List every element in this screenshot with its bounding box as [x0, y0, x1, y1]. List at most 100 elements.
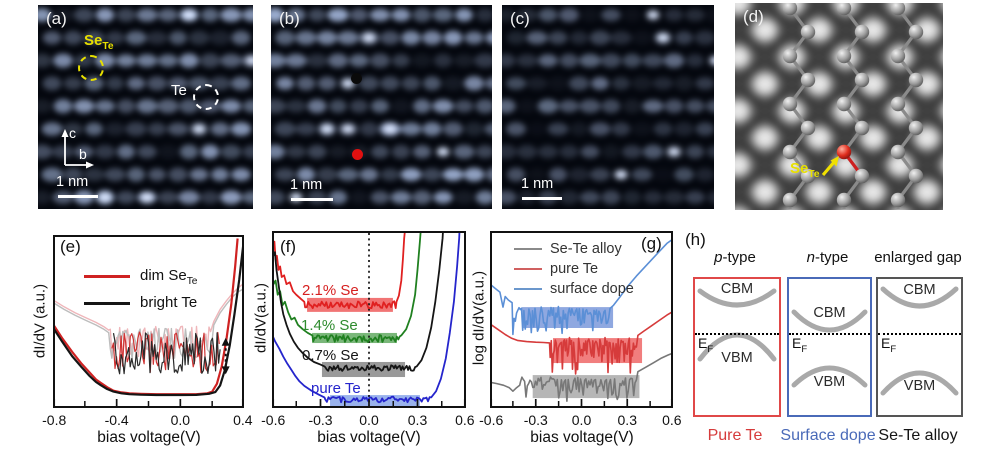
te-atom — [908, 168, 924, 184]
x-tick-label: 0.0 — [571, 412, 592, 428]
x-tick-label: -0.6 — [479, 412, 504, 428]
stm-blobs-b — [271, 5, 492, 209]
x-tick-label: 0.0 — [170, 412, 191, 428]
sete-subscript: Te — [808, 169, 820, 180]
x-axis-title-g: bias voltage(V) — [530, 429, 634, 446]
te-atom — [782, 96, 798, 112]
te-atom — [854, 24, 870, 40]
legend-item: dim SeTe — [84, 263, 197, 290]
te-atom — [800, 72, 816, 88]
series-curve — [54, 238, 243, 397]
series-curve — [273, 232, 406, 310]
scalebar-label: 1 nm — [290, 177, 323, 193]
series-curve — [491, 311, 672, 375]
fermi-level-label: EF — [792, 336, 807, 354]
band-arcs — [880, 286, 959, 396]
x-tick-label: 0.0 — [359, 412, 379, 428]
series-curve — [491, 352, 672, 402]
gap-band — [330, 395, 420, 407]
stm-image-c: (c) 1 nm — [502, 5, 714, 209]
sete-dashed-circle — [78, 55, 104, 81]
te-atom — [836, 192, 852, 208]
x-tick-label: 0.6 — [662, 412, 682, 428]
legend-g: Se-Te alloy pure Te surface dope — [514, 239, 634, 299]
vbm-label: VBM — [721, 350, 753, 366]
plot-frame — [272, 231, 466, 408]
plot-frame — [53, 235, 244, 408]
te-atom — [800, 24, 816, 40]
column-title-n-type: n-type — [787, 249, 868, 266]
title-text: enlarged gap — [874, 249, 962, 266]
x-tick-label: 0.3 — [617, 412, 637, 428]
chart-g — [490, 231, 673, 408]
axis-b-label: b — [79, 146, 87, 162]
band-arcs — [791, 309, 868, 388]
x-tick-label: 0.6 — [455, 412, 475, 428]
cbm-arc — [880, 286, 959, 309]
legend-swatch-gray — [514, 247, 542, 251]
te-atom — [836, 3, 852, 16]
column-title-p-type: p-type — [693, 249, 777, 266]
x-tick-label: -0.4 — [104, 412, 129, 428]
legend-text: dim Se — [140, 266, 187, 284]
te-atom — [908, 24, 924, 40]
x-tick-label: -0.3 — [308, 412, 333, 428]
legend-swatch-red — [84, 275, 130, 278]
spectroscopy-point-red — [352, 149, 363, 160]
band-diagram-enlarged-gap: CBM EF VBM — [876, 277, 963, 417]
atomic-model — [735, 3, 943, 210]
x-tick-label: 0.3 — [407, 412, 428, 428]
legend-e: dim SeTe bright Te — [84, 263, 197, 317]
te-atom — [854, 168, 870, 184]
scalebar — [291, 198, 333, 201]
se-substitution-atom — [836, 144, 852, 160]
stm-image-a: (a) SeTe Te c b 1 nm — [38, 5, 253, 209]
panel-label-g: (g) — [641, 234, 662, 253]
x-axis-title-e: bias voltage(V) — [97, 429, 201, 446]
stm-image-b: (b) 1 nm — [271, 5, 492, 209]
te-atom — [782, 192, 798, 208]
legend-item: surface dope — [514, 279, 634, 299]
band-arcs — [697, 288, 777, 362]
legend-swatch-blue — [514, 287, 542, 291]
title-text: -type — [814, 249, 849, 266]
curve-label-0.7-se: 0.7% Se — [302, 347, 359, 364]
te-atom — [836, 96, 852, 112]
legend-label: dim SeTe — [140, 267, 197, 287]
scalebar-label: 1 nm — [521, 176, 554, 192]
ef-text: E — [698, 335, 708, 351]
x-tick-label: -0.8 — [42, 412, 67, 428]
x-tick-label: 0.4 — [233, 412, 253, 428]
cbm-label: CBM — [720, 281, 754, 297]
te-atom — [782, 3, 798, 16]
sete-text: Se — [790, 160, 809, 177]
spectroscopy-point-black — [351, 73, 362, 84]
legend-item: pure Te — [514, 259, 634, 279]
te-annotation: Te — [171, 82, 187, 99]
y-axis-title-f: dI/dV(a.u.) — [252, 282, 270, 354]
scalebar — [58, 195, 98, 198]
panel-label-h: (h) — [685, 230, 706, 249]
legend-subscript: Te — [186, 275, 198, 287]
caption-surface-dope: Surface dope — [780, 427, 876, 444]
axis-c-label: c — [69, 125, 76, 141]
gap-arrow — [221, 337, 230, 375]
fermi-level-label: EF — [698, 336, 713, 354]
legend-text: bright Te — [140, 293, 198, 311]
legend-label: bright Te — [140, 294, 197, 314]
x-axis-title-f: bias voltage(V) — [317, 429, 421, 446]
stm-blobs-c — [502, 5, 714, 209]
legend-item: bright Te — [84, 290, 197, 317]
cbm-arc — [697, 288, 777, 308]
cbm-label: CBM — [903, 282, 936, 298]
te-atom — [782, 144, 798, 160]
legend-swatch-red — [514, 267, 542, 271]
legend-label: Se-Te alloy — [550, 241, 622, 257]
te-atom — [800, 168, 816, 184]
legend-label: pure Te — [550, 261, 599, 277]
simulation-image-d: (d) SeTe — [735, 3, 943, 210]
te-dashed-circle — [193, 84, 219, 110]
ef-subscript: F — [801, 343, 808, 355]
te-atom — [836, 48, 852, 64]
